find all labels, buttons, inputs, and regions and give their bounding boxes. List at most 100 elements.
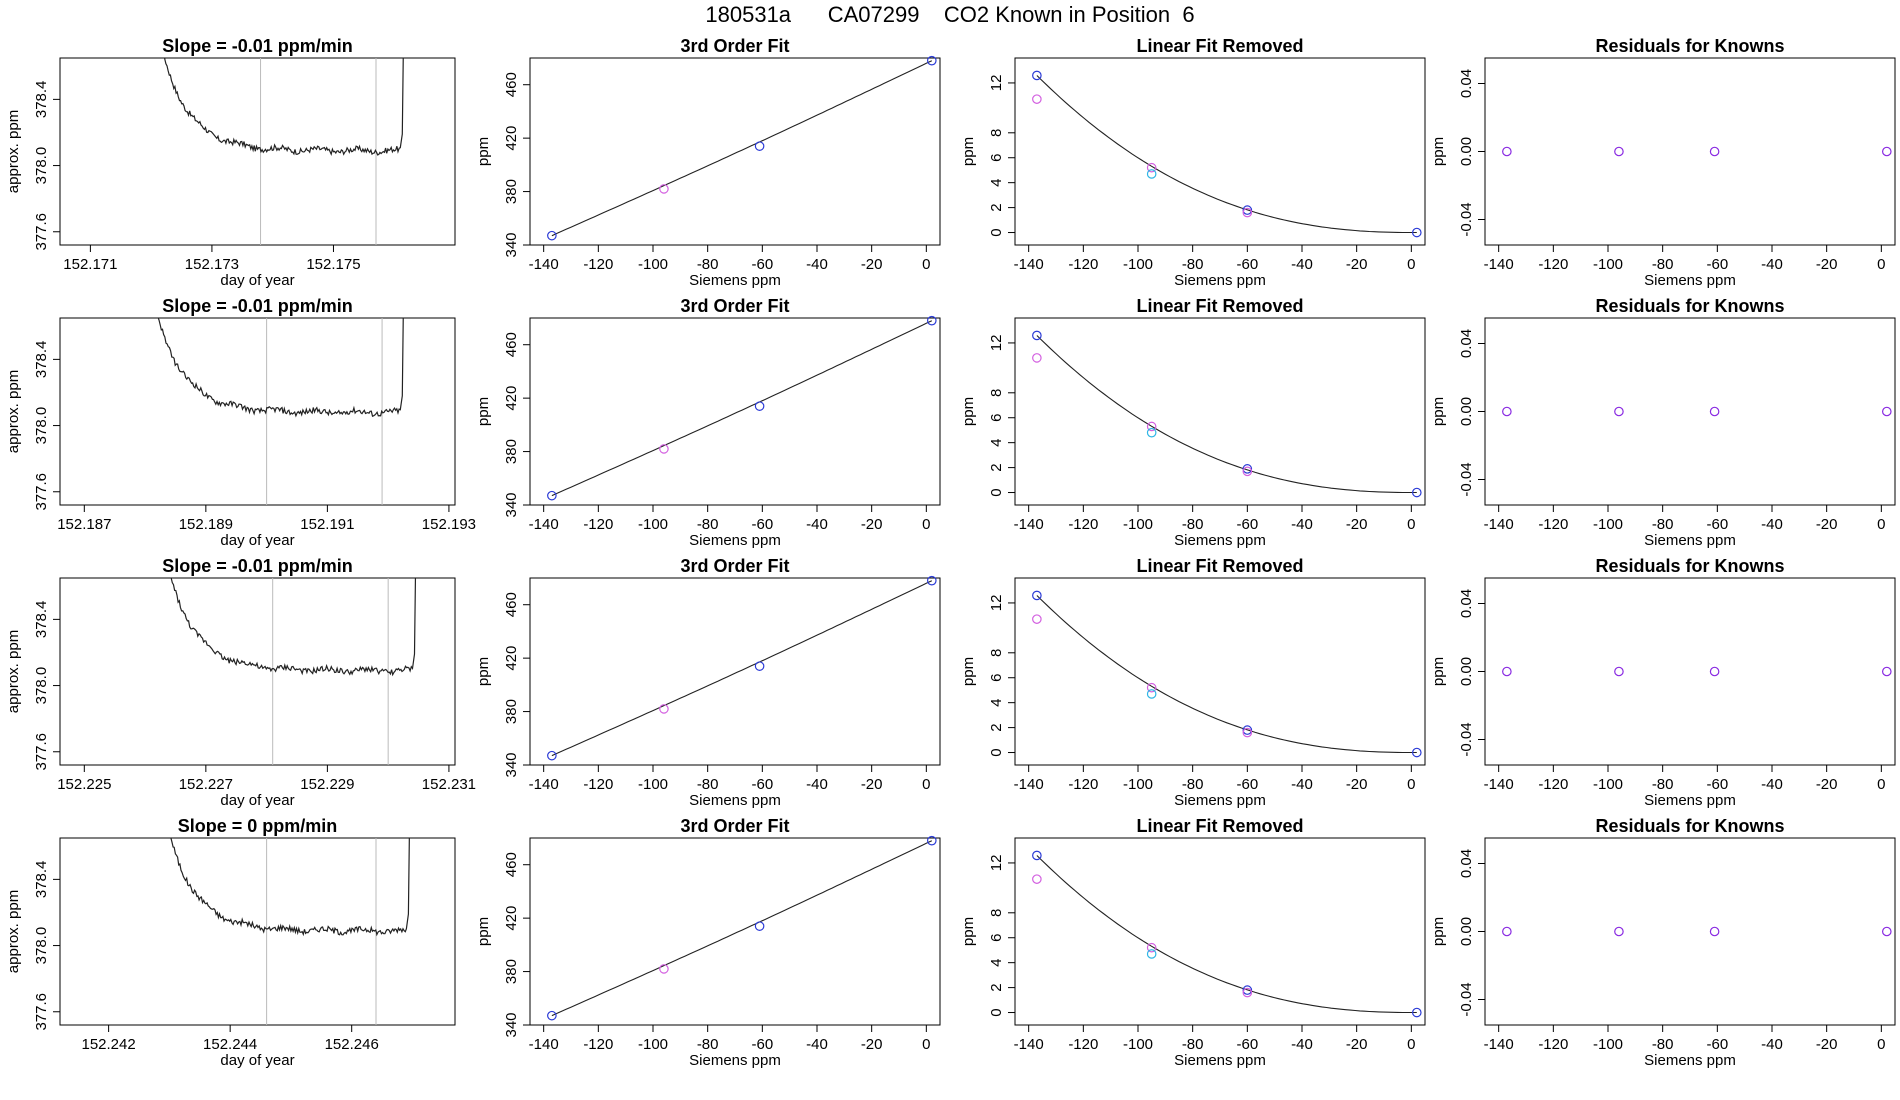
x-tick-label: 152.175: [306, 256, 360, 273]
x-tick-label: -140: [1014, 1036, 1044, 1053]
plot-frame: [59, 317, 456, 506]
y-tick-label: -0.04: [1458, 202, 1475, 236]
x-tick-label: -80: [1182, 1036, 1204, 1053]
x-axis-label: Siemens ppm: [1174, 1052, 1266, 1069]
x-tick-label: -100: [1123, 776, 1153, 793]
y-tick-label: 380: [503, 179, 520, 204]
y-tick-label: 460: [503, 852, 520, 877]
fit-curve: [1036, 335, 1417, 494]
y-axis-label: ppm: [960, 397, 977, 426]
ppm-trace: [170, 838, 410, 937]
x-tick-label: -120: [583, 776, 613, 793]
data-point: [547, 230, 557, 241]
y-tick-label: 0.04: [1458, 329, 1475, 358]
y-axis-label: ppm: [475, 137, 492, 166]
data-point: [1146, 949, 1157, 959]
x-tick-label: 0: [1877, 776, 1885, 793]
x-tick-label: -20: [861, 256, 883, 273]
x-tick-label: -100: [1123, 1036, 1153, 1053]
data-point: [754, 921, 765, 931]
y-tick-label: 380: [503, 699, 520, 724]
x-tick-label: -140: [529, 256, 559, 273]
data-point: [926, 835, 937, 846]
x-tick-label: 0: [1877, 1036, 1885, 1053]
data-point: [1032, 70, 1042, 81]
y-axis-label: ppm: [960, 917, 977, 946]
data-point: [1882, 926, 1892, 937]
plot-frame: [1484, 577, 1896, 766]
plot-frame: [529, 57, 941, 246]
x-axis-label: Siemens ppm: [1644, 532, 1736, 549]
plot-frame: [1014, 57, 1426, 246]
y-tick-label: 8: [988, 129, 1005, 137]
data-point: [659, 184, 669, 194]
data-point: [547, 490, 557, 501]
data-point: [1614, 666, 1624, 677]
y-tick-label: 6: [988, 934, 1005, 942]
panel-title: Residuals for Knowns: [1595, 556, 1784, 576]
x-tick-label: -120: [1068, 776, 1098, 793]
x-tick-label: 0: [922, 256, 930, 273]
y-tick-label: 4: [988, 958, 1005, 966]
plot-frame: [1484, 317, 1896, 506]
x-tick-label: -60: [1706, 256, 1728, 273]
x-tick-label: -20: [861, 1036, 883, 1053]
y-tick-label: 6: [988, 414, 1005, 422]
ppm-trace: [157, 318, 404, 418]
data-point: [926, 55, 937, 66]
x-tick-label: -60: [1236, 776, 1258, 793]
y-tick-label: 6: [988, 674, 1005, 682]
x-tick-label: -40: [1291, 776, 1313, 793]
data-point: [754, 661, 765, 671]
x-tick-label: -120: [1068, 256, 1098, 273]
x-tick-label: -80: [1182, 516, 1204, 533]
y-axis-label: ppm: [960, 137, 977, 166]
y-tick-label: 8: [988, 389, 1005, 397]
data-point: [1032, 590, 1042, 601]
x-tick-label: 152.246: [325, 1036, 379, 1053]
y-tick-label: 4: [988, 438, 1005, 446]
y-tick-label: 0.00: [1458, 137, 1475, 166]
panel-2-4: Residuals for Knowns -140 -120 -100 -80 -60 -4…: [1430, 296, 1896, 549]
y-tick-label: 12: [988, 75, 1005, 92]
data-point: [754, 141, 765, 151]
x-axis-label: Siemens ppm: [1174, 792, 1266, 809]
data-point: [1502, 146, 1512, 157]
y-tick-label: 8: [988, 909, 1005, 917]
x-tick-label: 152.231: [422, 776, 476, 793]
y-tick-label: 378.4: [33, 601, 50, 639]
y-axis-label: approx. ppm: [5, 370, 22, 453]
x-tick-label: -120: [583, 1036, 613, 1053]
y-tick-label: 460: [503, 72, 520, 97]
data-point: [1614, 406, 1624, 417]
panel-1-3: Linear Fit Removed -140 -120 -100 -80 -60 -40 -…: [960, 36, 1426, 289]
y-tick-label: 378.4: [33, 81, 50, 119]
x-tick-label: -80: [1652, 516, 1674, 533]
data-point: [547, 750, 557, 761]
data-point: [1032, 353, 1042, 363]
data-point: [1412, 1007, 1422, 1018]
panel-title: 3rd Order Fit: [680, 36, 789, 56]
data-point: [1614, 926, 1624, 937]
x-tick-label: -60: [751, 1036, 773, 1053]
y-axis-label: ppm: [1430, 657, 1447, 686]
data-point: [1032, 94, 1042, 104]
x-tick-label: -20: [861, 776, 883, 793]
data-point: [1146, 682, 1157, 693]
data-point: [1709, 146, 1720, 157]
data-point: [1242, 464, 1253, 474]
x-tick-label: -60: [751, 516, 773, 533]
x-tick-label: -80: [1652, 256, 1674, 273]
data-point: [1242, 725, 1253, 735]
y-tick-label: 0.00: [1458, 657, 1475, 686]
y-tick-label: 0: [988, 488, 1005, 496]
y-tick-label: 0.04: [1458, 589, 1475, 618]
panel-title: Residuals for Knowns: [1595, 816, 1784, 836]
x-tick-label: -60: [1706, 776, 1728, 793]
x-tick-label: -80: [697, 256, 719, 273]
plot-frame: [59, 57, 456, 246]
data-point: [1412, 747, 1422, 758]
x-tick-label: -120: [583, 256, 613, 273]
plot-frame: [529, 317, 941, 506]
fit-curve: [551, 580, 933, 757]
